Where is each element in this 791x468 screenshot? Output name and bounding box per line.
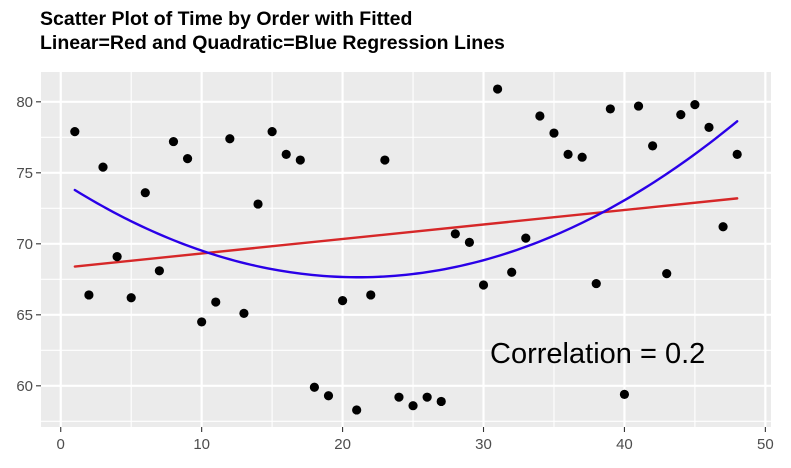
data-point	[422, 392, 432, 402]
data-point	[112, 252, 122, 262]
quadratic-fit-curve	[73, 120, 739, 279]
y-tick-label: 80	[16, 94, 33, 111]
data-point	[535, 111, 545, 121]
data-point	[619, 389, 630, 399]
data-point	[70, 127, 80, 137]
data-point	[648, 141, 658, 151]
y-tick-label: 75	[16, 165, 33, 182]
data-point	[394, 392, 404, 402]
data-point	[352, 405, 362, 415]
x-tick-label: 20	[334, 436, 351, 453]
major-gridlines	[41, 72, 771, 427]
data-point	[493, 84, 503, 94]
data-point	[521, 233, 531, 243]
data-point	[690, 100, 700, 110]
chart-title: Scatter Plot of Time by Order with Fitte…	[40, 7, 505, 55]
data-point	[732, 149, 742, 159]
data-point	[182, 154, 193, 164]
regression-lines	[73, 120, 739, 279]
data-point	[323, 391, 334, 401]
data-point	[563, 149, 573, 159]
data-point	[478, 280, 489, 290]
y-tick-label: 70	[16, 236, 33, 253]
data-point	[211, 297, 221, 307]
data-point	[154, 266, 164, 276]
y-tick-label: 60	[16, 378, 33, 395]
axes: 0 10 20 30 40 50 60 65 70 75 80	[16, 94, 773, 453]
data-point	[704, 122, 714, 132]
data-point	[295, 155, 305, 165]
data-point	[718, 222, 728, 232]
data-point	[507, 267, 517, 277]
data-point	[126, 293, 136, 303]
data-point	[281, 149, 291, 159]
chart-title-line-1: Scatter Plot of Time by Order with Fitte…	[40, 8, 413, 30]
data-points	[70, 84, 742, 415]
data-point	[239, 308, 249, 318]
data-point	[436, 396, 446, 407]
data-point	[366, 290, 376, 300]
data-point	[309, 382, 319, 392]
y-tick-label: 65	[16, 307, 33, 324]
x-tick-label: 30	[475, 436, 492, 453]
data-point	[337, 296, 348, 306]
data-point	[168, 136, 179, 147]
plot-panel	[41, 72, 771, 427]
chart-title-line-2: Linear=Red and Quadratic=Blue Regression…	[40, 32, 505, 54]
data-point	[84, 290, 94, 300]
linear-fit-line	[73, 197, 739, 268]
data-point	[267, 127, 277, 137]
data-point	[662, 269, 672, 279]
data-point	[549, 128, 559, 138]
data-point	[408, 401, 418, 411]
data-point	[633, 101, 644, 111]
data-point	[605, 104, 615, 114]
data-point	[591, 278, 601, 289]
data-point	[225, 134, 235, 144]
data-point	[676, 110, 686, 120]
x-tick-label: 10	[193, 436, 210, 453]
x-tick-label: 50	[757, 436, 774, 453]
correlation-annotation: Correlation = 0.2	[490, 338, 705, 370]
minor-gridlines	[41, 72, 771, 427]
data-point	[380, 155, 390, 165]
data-point	[98, 162, 108, 172]
data-point	[577, 152, 587, 162]
data-point	[140, 188, 150, 198]
x-tick-label: 0	[57, 436, 65, 453]
x-tick-label: 40	[616, 436, 633, 453]
data-point	[464, 237, 475, 247]
data-point	[253, 199, 263, 209]
data-point	[197, 317, 207, 327]
data-point	[450, 229, 460, 239]
